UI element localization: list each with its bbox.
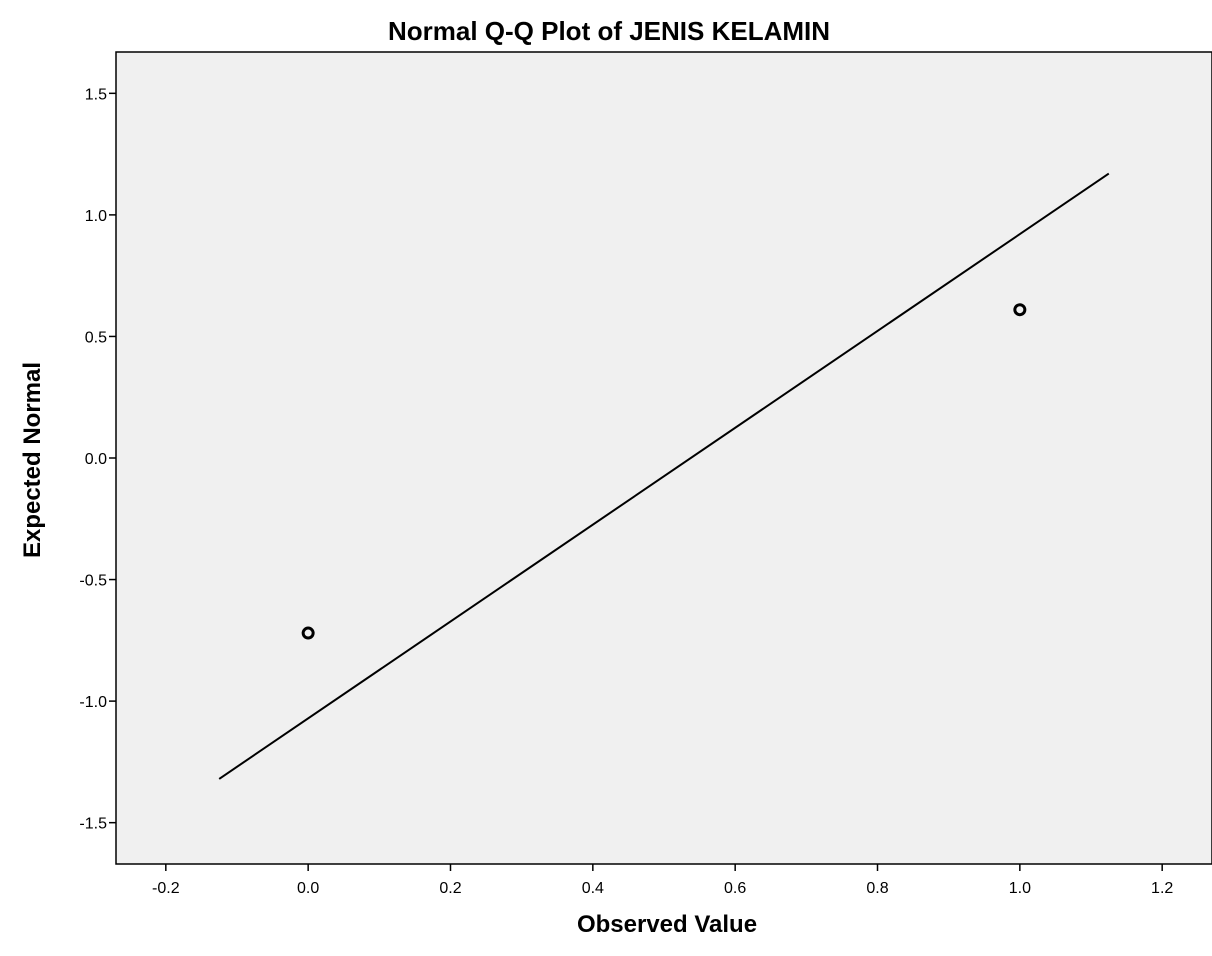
x-tick-label: 0.0	[297, 880, 319, 897]
y-tick-label: -0.5	[79, 573, 107, 590]
y-tick-label: 0.5	[85, 329, 107, 346]
data-point	[301, 626, 315, 640]
y-tick-label: -1.5	[79, 816, 107, 833]
x-axis-ticks: -0.2 0.0 0.2 0.4 0.6 0.8 1.0 1.2	[152, 864, 1173, 897]
x-tick-label: 1.0	[1009, 880, 1031, 897]
reference-line	[218, 172, 1110, 780]
x-tick-label: 1.2	[1151, 880, 1173, 897]
x-tick-label: 0.8	[866, 880, 888, 897]
y-tick-label: 1.0	[85, 208, 107, 225]
plot-area	[115, 51, 1212, 865]
data-point	[1013, 303, 1027, 317]
y-axis-ticks: 1.5 1.0 0.5 0.0 -0.5 -1.0 -1.5	[79, 86, 116, 833]
x-tick-label: 0.6	[724, 880, 746, 897]
chart-title: Normal Q-Q Plot of JENIS KELAMIN	[388, 16, 830, 46]
y-tick-label: 0.0	[85, 451, 107, 468]
y-tick-label: 1.5	[85, 86, 107, 103]
x-tick-label: -0.2	[152, 880, 180, 897]
x-tick-label: 0.4	[582, 880, 604, 897]
chart-marks	[218, 172, 1110, 780]
x-axis-label: Observed Value	[577, 911, 757, 938]
y-tick-label: -1.0	[79, 694, 107, 711]
y-axis-label: Expected Normal	[19, 362, 46, 558]
x-tick-label: 0.2	[439, 880, 461, 897]
